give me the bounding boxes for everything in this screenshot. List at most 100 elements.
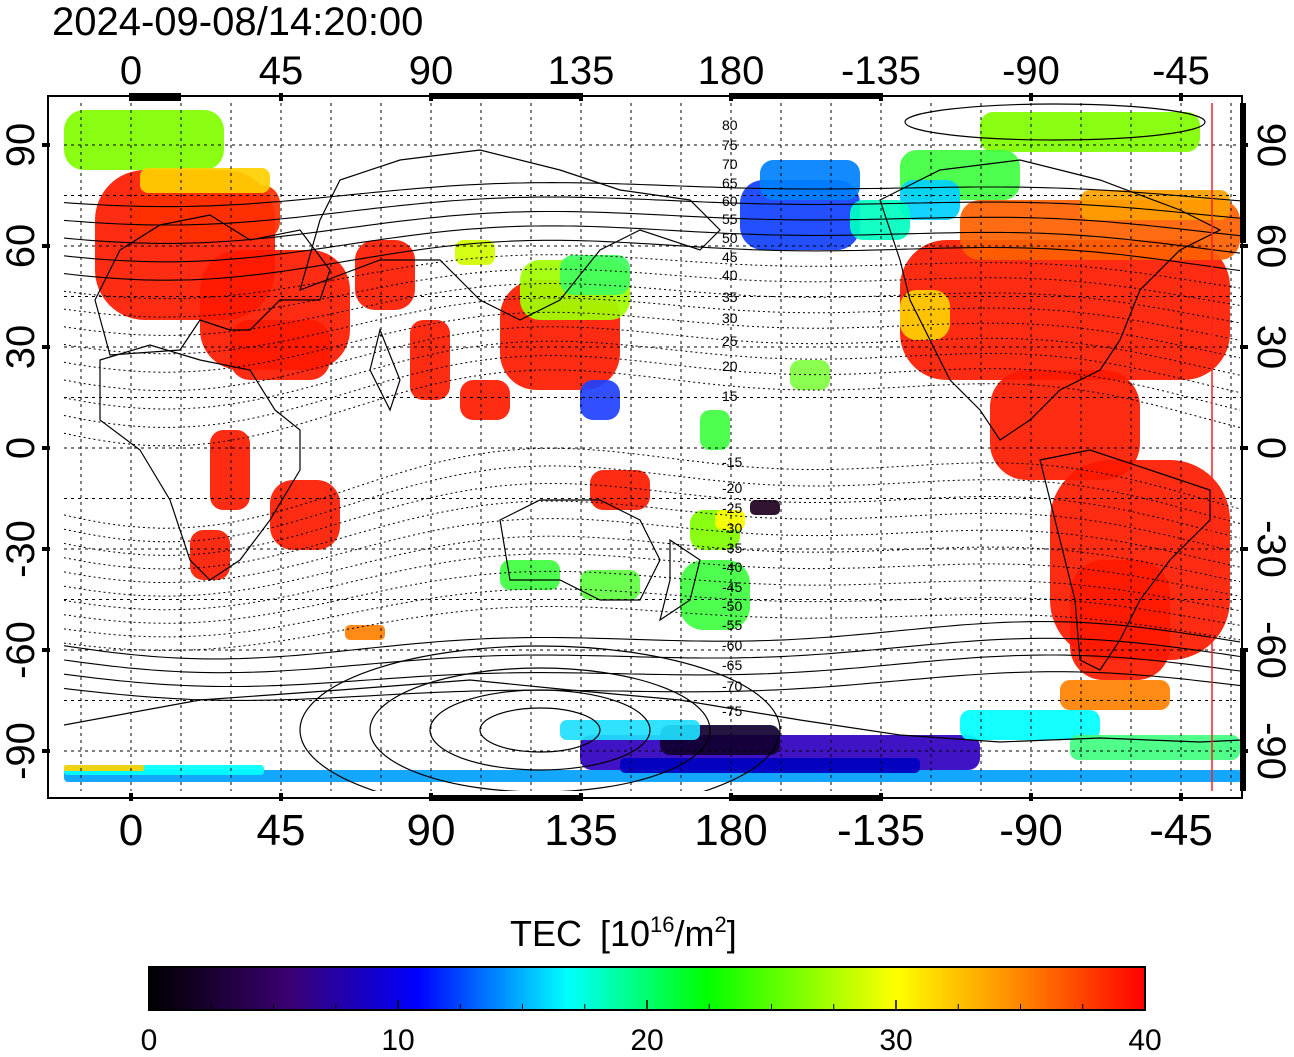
mag-lat-label: -65 [722, 657, 742, 673]
x-tick-label: -90 [1002, 49, 1060, 93]
magnetic-latitude-labels: 80 75 70 65 60 55 50 45 40 35 30 25 20 15 -15 -20 -25 -30… [722, 117, 742, 719]
mag-lat-label: 55 [722, 211, 738, 227]
frame-tick [1029, 93, 1033, 101]
tec-patch [230, 320, 330, 380]
mag-lat-label: 60 [722, 193, 738, 209]
coastline [99, 344, 301, 581]
x-tick-label: 45 [257, 806, 306, 855]
mag-contour [64, 671, 1241, 701]
y-tick-label: 30 [0, 325, 43, 370]
mag-contour [64, 654, 1241, 688]
coastlines [64, 149, 1242, 743]
x-tick-label: 90 [409, 49, 454, 93]
x-tick-label: -135 [841, 49, 921, 93]
frame-tick [579, 93, 583, 101]
frame-tick [42, 345, 50, 349]
tec-patch [620, 758, 920, 773]
colorbar-tick-label: 0 [141, 1024, 158, 1057]
mag-lat-label: -25 [722, 500, 742, 516]
x-tick-label: -45 [1149, 806, 1213, 855]
tec-patch [64, 765, 144, 771]
y-tick-labels-left: 90 60 30 0 -30 -60 -90 [0, 123, 43, 780]
coastline [499, 499, 661, 601]
tec-patch [64, 110, 224, 170]
x-tick-label: 90 [407, 806, 456, 855]
timestamp-title: 2024-09-08/14:20:00 [52, 0, 423, 44]
frame-tick [1179, 793, 1183, 801]
y-tick-label: 0 [1249, 437, 1293, 459]
frame-tick [1179, 93, 1183, 101]
pole-contour [299, 645, 781, 791]
tec-patch [500, 560, 560, 590]
mag-contour [64, 465, 1241, 543]
frame-tick [42, 143, 50, 147]
tec-patch [900, 180, 960, 220]
tec-patch [130, 185, 280, 240]
mag-lat-label: -45 [722, 579, 742, 595]
tec-patch [715, 510, 745, 530]
x-tick-label: 135 [544, 806, 617, 855]
tec-patch [580, 380, 620, 420]
x-tick-label: -90 [999, 806, 1063, 855]
mag-contour [64, 196, 1241, 226]
tec-patch [1070, 735, 1240, 760]
frame-bar [730, 93, 880, 99]
pole-contour [479, 707, 601, 753]
tec-patch [760, 160, 860, 200]
colorbar-tick-label: 10 [381, 1024, 414, 1057]
y-tick-label: -60 [0, 621, 43, 679]
mag-contour [64, 500, 1241, 570]
tec-patch [1080, 190, 1230, 220]
mag-contour [64, 553, 1241, 611]
tec-patch [900, 240, 1230, 380]
mag-lat-label: 50 [722, 230, 738, 246]
mag-lat-label: -60 [722, 637, 742, 653]
frame-bar [730, 795, 880, 801]
coastline [299, 149, 721, 321]
mag-contour [64, 588, 1241, 638]
y-tick-label: -60 [1249, 621, 1293, 679]
coastline [369, 328, 401, 412]
x-tick-labels-top: 0 45 90 135 180 -135 -90 -45 [120, 49, 1210, 93]
tec-patch [750, 500, 780, 515]
tec-patch [900, 290, 950, 340]
mag-contour [64, 369, 1241, 447]
tec-patch [590, 470, 650, 510]
x-tick-label: 180 [694, 806, 767, 855]
mag-contour [64, 268, 1241, 318]
tec-patch [1060, 680, 1170, 710]
mag-lat-label: 45 [722, 249, 738, 265]
frame-tick [42, 446, 50, 450]
tec-patch [680, 560, 750, 630]
mag-lat-label: -50 [722, 598, 742, 614]
frame-tick [42, 749, 50, 753]
mag-contour [64, 326, 1241, 392]
mag-contour [64, 283, 1241, 336]
frame-bar [1240, 650, 1246, 791]
colorbar-tick-label: 20 [630, 1024, 663, 1057]
y-tick-label: -90 [1249, 722, 1293, 780]
mag-lat-label: 15 [722, 388, 738, 404]
coastline [64, 679, 1242, 743]
x-tick-label: 0 [120, 49, 142, 93]
frame-tick [1029, 793, 1033, 801]
mag-contour [64, 254, 1241, 300]
mag-lat-label: 65 [722, 175, 738, 191]
x-tick-label: 135 [548, 49, 615, 93]
x-tick-label: 180 [698, 49, 765, 93]
x-tick-label: -45 [1152, 49, 1210, 93]
mag-contour [64, 340, 1241, 410]
frame-tick [1240, 446, 1248, 450]
mag-lat-label: -35 [722, 540, 742, 556]
tec-patch [460, 380, 510, 420]
colorbar-ticks: 0 10 20 30 40 [141, 1000, 1162, 1057]
pole-contour [904, 103, 1206, 141]
frame-tick [279, 93, 283, 101]
colorbar-tick-label: 40 [1128, 1024, 1161, 1057]
tec-data-layer [64, 110, 1242, 782]
mag-contour [64, 621, 1241, 660]
mag-lat-label: -75 [722, 703, 742, 719]
coastline [879, 159, 1222, 441]
tec-patch [355, 240, 415, 310]
